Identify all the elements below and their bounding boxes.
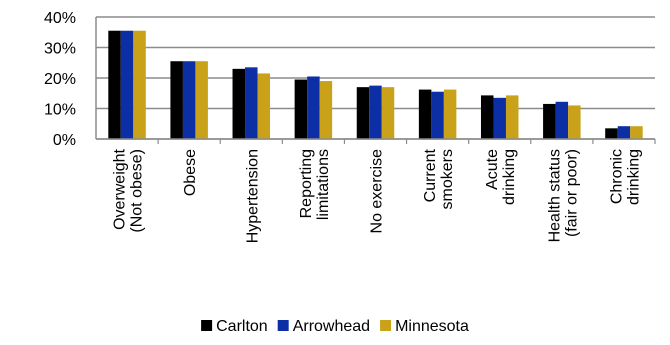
bar <box>257 73 271 139</box>
bar <box>133 30 146 140</box>
legend-swatch <box>380 320 392 331</box>
bar <box>555 101 569 139</box>
bar <box>480 95 494 139</box>
y-tick-label: 0% <box>53 132 76 149</box>
bar <box>369 85 382 139</box>
x-category-label: Acute drinking <box>484 149 518 205</box>
x-category-label: Obese <box>182 149 199 196</box>
y-tick-label: 40% <box>44 10 76 27</box>
bar <box>630 126 643 139</box>
bar <box>605 128 618 139</box>
x-category-label: Reporting limitations <box>298 149 332 220</box>
legend-label: Minnesota <box>395 318 469 335</box>
bar <box>294 79 308 139</box>
x-axis: Overweight (Not obese) Obese Hypertension Re… <box>96 138 656 243</box>
bar <box>245 67 258 139</box>
bar <box>418 89 432 139</box>
bar <box>307 76 320 139</box>
bar <box>505 95 519 139</box>
y-tick-label: 30% <box>44 41 76 58</box>
y-tick-label: 20% <box>44 71 76 88</box>
legend-label: Carlton <box>216 318 268 335</box>
y-tick-label: 10% <box>44 102 76 119</box>
x-category-label: No exercise <box>369 149 386 234</box>
x-category-label-line: drinking <box>501 149 518 205</box>
x-category-label: Chronic drinking <box>608 149 642 205</box>
bar <box>120 30 134 140</box>
bar <box>443 89 457 139</box>
bar <box>195 61 208 139</box>
x-category-label-line: limitations <box>315 149 332 220</box>
legend-label: Arrowhead <box>293 318 370 335</box>
bar <box>182 61 196 139</box>
bar <box>356 87 370 139</box>
x-category-label-line: Obese <box>182 149 199 196</box>
bar <box>493 97 506 139</box>
bar <box>108 30 121 140</box>
legend: Carlton Arrowhead Minnesota <box>201 318 469 335</box>
x-category-label-line: No exercise <box>369 149 386 234</box>
x-category-label-line: smokers <box>439 149 456 209</box>
legend-swatch <box>201 320 213 331</box>
x-category-label: Hypertension <box>244 149 261 243</box>
x-category-label-line: Chronic <box>608 149 625 204</box>
bar <box>319 81 333 139</box>
bar <box>170 61 183 139</box>
x-category-label: Overweight (Not obese) <box>112 148 146 232</box>
x-category-label-line: Overweight <box>112 148 129 229</box>
x-category-label-line: drinking <box>625 149 642 205</box>
bar <box>381 87 395 139</box>
bars <box>108 30 643 140</box>
x-category-label-line: Health status <box>546 149 563 242</box>
x-category-label-line: Acute <box>484 149 501 190</box>
x-category-label-line: (fair or poor) <box>563 149 580 237</box>
bar <box>543 103 556 139</box>
bar <box>568 105 581 139</box>
x-category-label-line: Hypertension <box>244 149 261 243</box>
bar <box>617 126 631 139</box>
x-category-label-line: (Not obese) <box>129 149 146 233</box>
legend-item: Carlton <box>201 318 268 335</box>
y-axis: 0% 10% 20% 30% 40% <box>44 10 97 149</box>
bar <box>232 68 246 139</box>
bar <box>431 91 444 139</box>
x-category-label-line: Current <box>422 148 439 202</box>
legend-item: Arrowhead <box>277 318 370 335</box>
x-category-label: Current smokers <box>422 148 456 209</box>
legend-swatch <box>277 320 289 331</box>
x-category-label: Health status (fair or poor) <box>546 149 580 242</box>
x-category-label-line: Reporting <box>298 149 315 218</box>
legend-item: Minnesota <box>380 318 469 335</box>
